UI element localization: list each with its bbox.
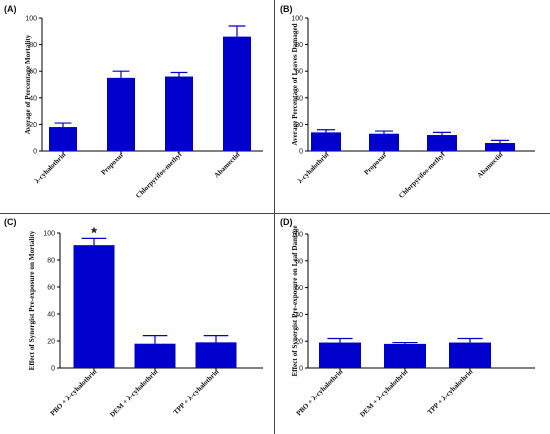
category-label: TPP + λ-cyhalothrin bbox=[426, 368, 475, 417]
vertical-divider bbox=[274, 0, 275, 434]
bar bbox=[107, 77, 135, 151]
bar bbox=[134, 343, 176, 368]
category-label: λ-cyhalothrin bbox=[33, 151, 67, 185]
y-tick-label: 40 bbox=[295, 312, 303, 319]
significance-annotation: * bbox=[91, 224, 97, 241]
y-axis-label: Average of Percentage Mortality bbox=[24, 34, 32, 134]
y-tick-label: 40 bbox=[47, 312, 55, 319]
bar bbox=[384, 343, 426, 368]
y-tick-label: 0 bbox=[33, 149, 37, 156]
bar bbox=[165, 76, 193, 151]
bar bbox=[427, 135, 457, 151]
category-label: Propoxur bbox=[362, 151, 388, 177]
category-label: Propoxur bbox=[99, 151, 125, 177]
y-axis-label: Effect of Synergist Pre-exposure on Leaf… bbox=[291, 225, 299, 376]
y-tick-label: 80 bbox=[295, 258, 303, 265]
horizontal-divider bbox=[0, 213, 550, 214]
category-label: Chlorpyrifos-methyl bbox=[397, 151, 446, 200]
y-tick-label: 60 bbox=[295, 69, 303, 76]
y-tick-label: 0 bbox=[51, 366, 55, 373]
y-axis-label: Effect of Synergist Pre-exposure on Mort… bbox=[28, 230, 36, 370]
panel-label: (C) bbox=[4, 217, 17, 227]
bar bbox=[369, 133, 399, 151]
category-label: Abamectin bbox=[476, 151, 505, 180]
y-tick-label: 60 bbox=[295, 285, 303, 292]
y-tick-label: 100 bbox=[43, 231, 55, 238]
bar bbox=[319, 342, 361, 368]
y-axis-label: Average Percentage of Leaves Damaged bbox=[291, 23, 299, 145]
y-tick-label: 0 bbox=[299, 366, 303, 373]
bar bbox=[485, 143, 515, 151]
y-tick-label: 20 bbox=[295, 339, 303, 346]
y-tick-label: 60 bbox=[47, 285, 55, 292]
panel-label: (A) bbox=[4, 4, 17, 14]
bar bbox=[73, 245, 115, 368]
y-tick-label: 40 bbox=[29, 95, 37, 102]
y-tick-label: 80 bbox=[47, 258, 55, 265]
category-label: Chlorpyrifos-methyl bbox=[134, 151, 183, 200]
category-label: PBO + λ-cyhalothrin bbox=[295, 368, 345, 418]
category-label: λ-cyhalothrin bbox=[296, 151, 330, 185]
y-tick-label: 100 bbox=[291, 232, 303, 239]
category-label: DEM + λ-cyhalothrin bbox=[358, 368, 409, 419]
y-tick-label: 80 bbox=[295, 42, 303, 49]
category-label: PBO + λ-cyhalothrin bbox=[49, 368, 99, 418]
y-tick-label: 100 bbox=[291, 16, 303, 23]
y-tick-label: 20 bbox=[295, 122, 303, 129]
y-tick-label: 100 bbox=[25, 16, 37, 23]
y-tick-label: 40 bbox=[295, 95, 303, 102]
y-tick-label: 20 bbox=[47, 339, 55, 346]
bar bbox=[223, 36, 251, 152]
bar bbox=[195, 342, 237, 368]
chart-panel-1: (A) 0 20 40 60 80 100 Average of Percentage Mor… bbox=[4, 4, 263, 200]
y-tick-label: 20 bbox=[29, 122, 37, 129]
bar bbox=[311, 132, 341, 151]
category-label: DEM + λ-cyhalothrin bbox=[108, 368, 159, 419]
y-tick-label: 80 bbox=[29, 42, 37, 49]
chart-panel-3: (C) 0 20 40 60 80 100 Effect of Synergist Pre-e… bbox=[4, 217, 263, 419]
y-tick-label: 60 bbox=[29, 69, 37, 76]
panel-label: (B) bbox=[280, 4, 293, 14]
bar bbox=[449, 342, 491, 368]
bar bbox=[49, 127, 77, 151]
category-label: TPP + λ-cyhalothrin bbox=[172, 368, 221, 417]
category-label: Abamectin bbox=[213, 151, 242, 180]
panel-label: (D) bbox=[280, 217, 293, 227]
y-tick-label: 0 bbox=[299, 149, 303, 156]
